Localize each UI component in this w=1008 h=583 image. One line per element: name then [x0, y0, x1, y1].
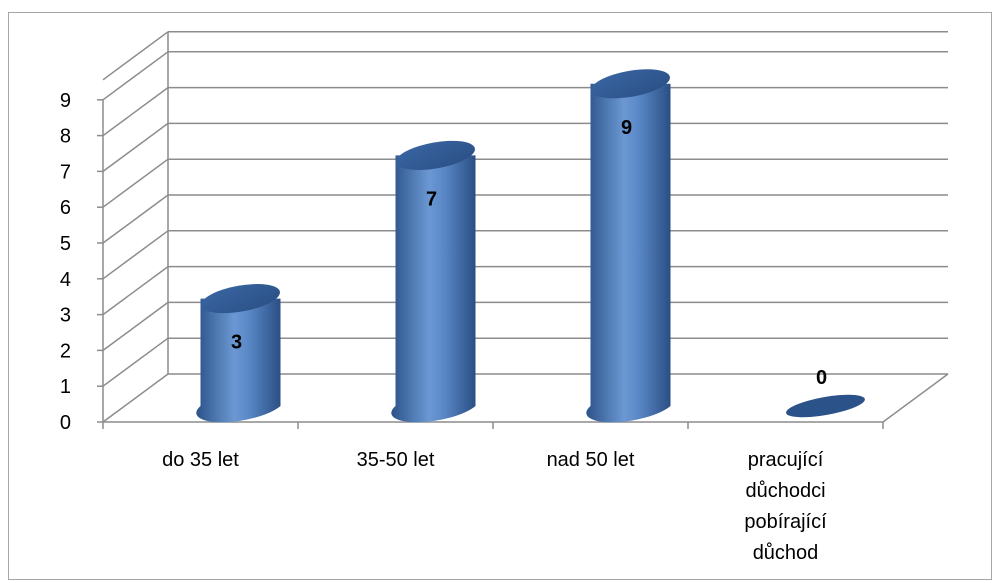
- y-tick-label-4: 4: [60, 269, 71, 291]
- bar-3: [786, 394, 865, 418]
- category-label-line: do 35 let: [162, 449, 239, 471]
- data-label-3: 0: [816, 367, 827, 389]
- gridline-depth-9: [102, 51, 169, 101]
- bars: [196, 69, 865, 423]
- data-label-2: 9: [621, 117, 632, 139]
- left-wall-top-edge: [102, 31, 169, 81]
- bar-0: [196, 284, 281, 423]
- bar-body-0: [196, 298, 281, 423]
- category-label-line: pracující: [748, 449, 824, 471]
- gridline-depth-2: [102, 301, 169, 352]
- gridline-depth-8: [102, 86, 169, 137]
- chart-walls: [102, 31, 948, 374]
- y-tick-label-7: 7: [60, 161, 71, 183]
- category-label-line: pobírající: [744, 511, 827, 533]
- category-label-line: nad 50 let: [547, 449, 635, 471]
- bar-2: [586, 69, 671, 423]
- gridlines: [102, 51, 948, 423]
- chart-frame: [8, 12, 992, 580]
- gridline-depth-0: [102, 373, 169, 423]
- category-label-0: do 35 let: [162, 449, 239, 471]
- x-category-labels: do 35 let 35-50 let nad 50 let pracující důc…: [162, 449, 827, 564]
- bar-top-0: [201, 284, 280, 314]
- y-tick-label-6: 6: [60, 197, 71, 219]
- category-label-line: důchod: [753, 542, 819, 564]
- category-label-2: nad 50 let: [547, 449, 635, 471]
- y-tick-label-3: 3: [60, 305, 71, 327]
- gridline-depth-6: [102, 158, 169, 208]
- category-label-3: pracující důchodci pobírající důchod: [744, 449, 827, 564]
- data-label-1: 7: [426, 188, 437, 210]
- gridline-depth-1: [102, 337, 169, 387]
- data-label-0: 3: [231, 332, 242, 354]
- category-label-line: 35-50 let: [357, 449, 435, 471]
- bar-base-3: [786, 394, 865, 418]
- axes: [97, 99, 949, 429]
- floor-right-edge: [882, 373, 949, 423]
- gridline-depth-3: [102, 265, 169, 316]
- y-tick-label-2: 2: [60, 340, 71, 362]
- y-tick-label-9: 9: [60, 90, 71, 112]
- data-labels: 3 7 9 0: [231, 117, 827, 389]
- y-tick-label-5: 5: [60, 233, 71, 255]
- bar-body-2: [586, 83, 671, 423]
- y-tick-labels: 0 1 2 3 4 5 6 7 8 9: [60, 90, 71, 434]
- y-tick-label-1: 1: [60, 376, 71, 398]
- gridline-depth-5: [102, 194, 169, 244]
- y-tick-label-8: 8: [60, 126, 71, 148]
- bar-top-2: [591, 69, 670, 99]
- category-label-line: důchodci: [745, 480, 825, 502]
- bar-1: [391, 140, 476, 423]
- category-label-1: 35-50 let: [357, 449, 435, 471]
- bar-top-1: [396, 140, 475, 170]
- gridline-depth-7: [102, 122, 169, 173]
- bar-body-1: [391, 155, 476, 423]
- gridline-depth-4: [102, 230, 169, 280]
- y-tick-label-0: 0: [60, 412, 71, 434]
